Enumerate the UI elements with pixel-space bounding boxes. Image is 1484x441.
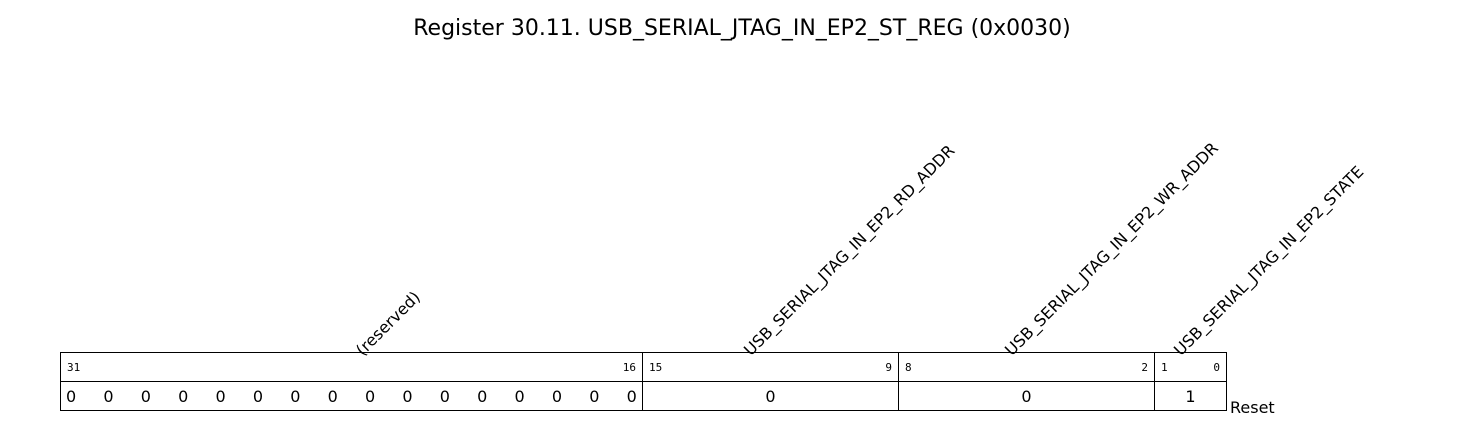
reset-bit: 0 bbox=[439, 386, 450, 406]
reset-bit: 0 bbox=[215, 386, 226, 406]
bit-low: 9 bbox=[885, 360, 892, 374]
bit-high: 8 bbox=[905, 360, 912, 374]
reset-state: 1 bbox=[1154, 381, 1227, 411]
bits-wr-addr: 8 2 bbox=[898, 352, 1155, 382]
field-name-state: USB_SERIAL_JTAG_IN_EP2_STATE bbox=[1170, 162, 1368, 360]
reset-bit: 0 bbox=[290, 386, 301, 406]
reset-bit: 0 bbox=[140, 386, 151, 406]
field-name-reserved: (reserved) bbox=[352, 287, 424, 360]
reset-values-row: 0 0 0 0 0 0 0 0 0 0 0 0 0 0 0 0 0 0 1 bbox=[60, 381, 1227, 411]
bit-high: 1 bbox=[1161, 360, 1168, 374]
bit-high: 15 bbox=[649, 360, 663, 374]
reset-bit: 0 bbox=[626, 386, 637, 406]
bit-high: 31 bbox=[67, 360, 81, 374]
reset-bit: 0 bbox=[365, 386, 376, 406]
reset-bit: 0 bbox=[514, 386, 525, 406]
register-title: Register 30.11. USB_SERIAL_JTAG_IN_EP2_S… bbox=[413, 16, 1071, 41]
reset-bit: 0 bbox=[551, 386, 563, 406]
reset-label: Reset bbox=[1230, 398, 1275, 417]
reset-reserved: 0 0 0 0 0 0 0 0 0 0 0 0 0 0 0 0 bbox=[60, 381, 643, 411]
reset-bit: 0 bbox=[178, 386, 189, 406]
reset-bit: 0 bbox=[103, 386, 114, 406]
reset-bit: 0 bbox=[66, 386, 77, 406]
bits-rd-addr: 15 9 bbox=[642, 352, 899, 382]
bit-low: 2 bbox=[1141, 360, 1148, 374]
reset-bit: 0 bbox=[589, 386, 600, 406]
register-table: 31 16 15 9 8 2 1 0 0 0 bbox=[60, 352, 1227, 411]
reset-bit: 0 bbox=[327, 386, 338, 406]
reset-bit: 0 bbox=[252, 386, 264, 406]
bits-state: 1 0 bbox=[1154, 352, 1227, 382]
reset-wr-addr: 0 bbox=[898, 381, 1155, 411]
field-name-rd-addr: USB_SERIAL_JTAG_IN_EP2_RD_ADDR bbox=[740, 141, 959, 360]
bit-low: 0 bbox=[1213, 360, 1220, 374]
bit-numbers-row: 31 16 15 9 8 2 1 0 bbox=[60, 352, 1227, 382]
bits-reserved: 31 16 bbox=[60, 352, 643, 382]
bit-low: 16 bbox=[622, 360, 636, 374]
reset-bit: 0 bbox=[477, 386, 488, 406]
reset-rd-addr: 0 bbox=[642, 381, 899, 411]
reset-bit: 0 bbox=[402, 386, 413, 406]
